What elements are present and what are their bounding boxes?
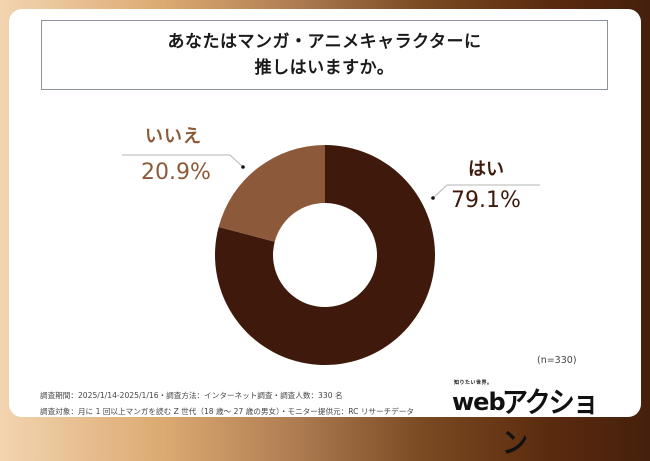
leader-line-yes (432, 184, 540, 199)
survey-notes-line-2: 調査対象：月に 1 回以上マンガを読む Z 世代（18 歳～ 27 歳の男女）・… (40, 407, 415, 416)
donut-slice-no (218, 145, 325, 242)
logo-katakana-text: アクション (502, 386, 599, 461)
leader-dot-no (241, 165, 245, 169)
question-title-line-1: あなたはマンガ・アニメキャラクターに (167, 32, 482, 52)
leader-line-no (122, 154, 244, 168)
web-action-logo: 知りたい世界。 web アクション (452, 378, 612, 460)
slice-label-no: いいえ (145, 126, 202, 147)
question-title-line-2: 推しはいますか。 (254, 58, 395, 78)
question-title-box: あなたはマンガ・アニメキャラクターに 推しはいますか。 (41, 20, 608, 90)
logo-tagline: 知りたい世界。 (454, 380, 493, 386)
sample-size: (n=330) (537, 355, 577, 366)
donut-slice-yes (215, 145, 435, 365)
donut-slices (215, 145, 435, 365)
survey-notes-line-1: 調査期間：2025/1/14-2025/1/16・調査方法：インターネット調査・… (40, 391, 343, 400)
survey-notes: 調査期間：2025/1/14-2025/1/16・調査方法：インターネット調査・… (40, 388, 414, 420)
leader-dot-yes (431, 196, 435, 200)
slice-value-yes: 79.1% (451, 188, 521, 213)
donut-chart (122, 145, 540, 365)
slice-value-no: 20.9% (141, 160, 211, 185)
logo-web-text: web (452, 388, 506, 416)
slice-label-yes: はい (468, 159, 504, 180)
